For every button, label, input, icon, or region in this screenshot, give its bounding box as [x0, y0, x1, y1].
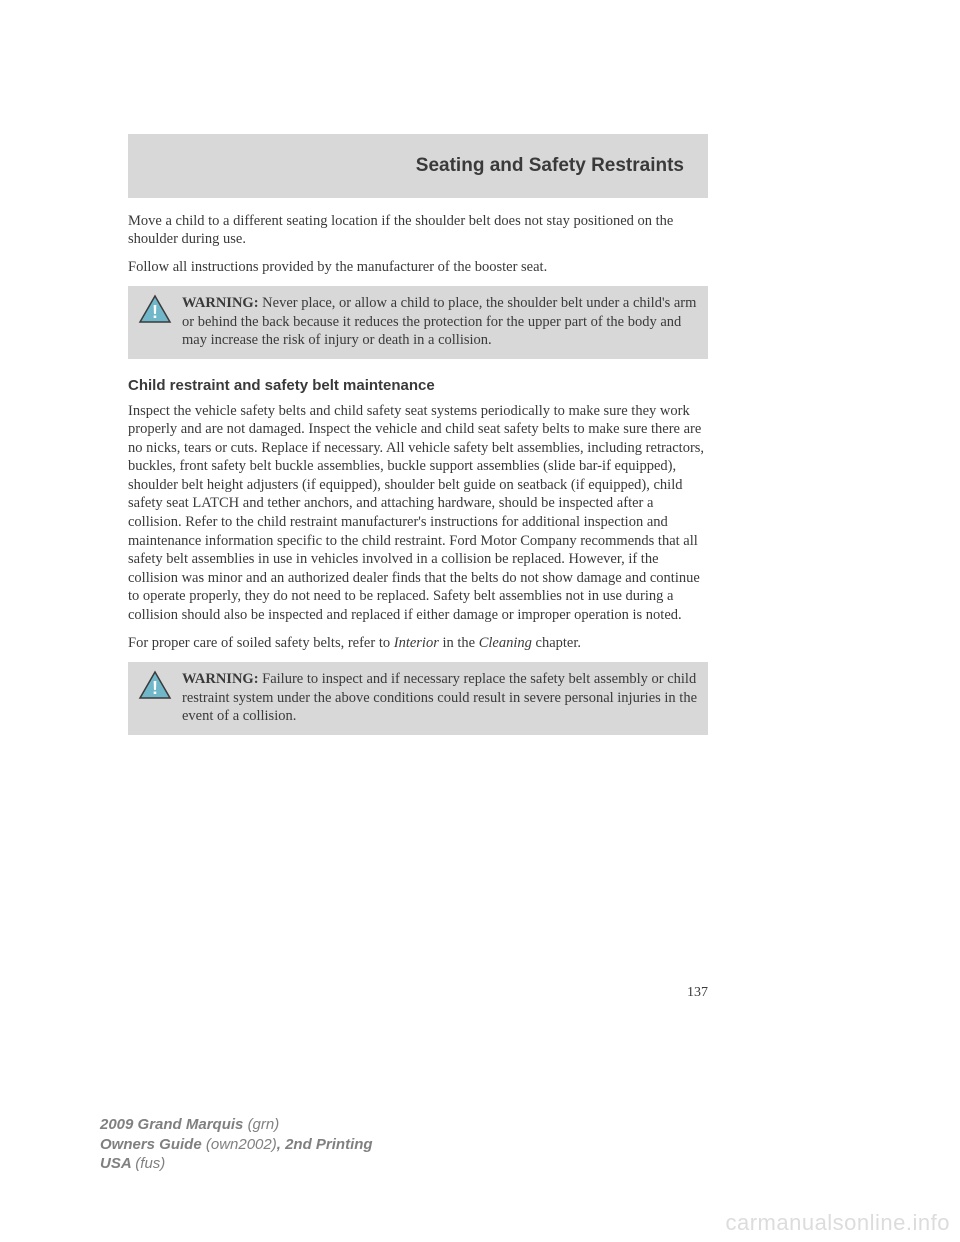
p2-interior: Interior	[394, 635, 439, 651]
footer-block: 2009 Grand Marquis (grn) Owners Guide (o…	[100, 1115, 373, 1174]
page: Seating and Safety Restraints Move a chi…	[0, 0, 960, 1242]
warning-1-text: WARNING: Never place, or allow a child t…	[182, 294, 698, 348]
intro-paragraph-1: Move a child to a different seating loca…	[128, 212, 708, 248]
warning-box-1: ! WARNING: Never place, or allow a child…	[128, 286, 708, 358]
footer-code-3: (fus)	[135, 1155, 165, 1172]
warning-box-2: ! WARNING: Failure to inspect and if nec…	[128, 662, 708, 734]
warning-label: WARNING:	[182, 295, 259, 311]
chapter-header-band: Seating and Safety Restraints	[128, 134, 708, 198]
section-paragraph-1: Inspect the vehicle safety belts and chi…	[128, 402, 708, 625]
p2-pre: For proper care of soiled safety belts, …	[128, 635, 394, 651]
section-heading: Child restraint and safety belt maintena…	[128, 377, 708, 394]
chapter-title: Seating and Safety Restraints	[416, 155, 684, 177]
page-number: 137	[128, 985, 708, 1001]
footer-code-1: (grn)	[248, 1116, 280, 1133]
watermark: carmanualsonline.info	[725, 1210, 950, 1236]
p2-post: chapter.	[532, 635, 581, 651]
footer-printing: , 2nd Printing	[277, 1136, 373, 1153]
section-paragraph-2: For proper care of soiled safety belts, …	[128, 634, 708, 652]
content-area: Move a child to a different seating loca…	[128, 212, 708, 751]
warning-row: ! WARNING: Never place, or allow a child…	[138, 294, 698, 348]
svg-text:!: !	[152, 302, 158, 322]
intro-paragraph-2: Follow all instructions provided by the …	[128, 258, 708, 276]
warning-triangle-icon: !	[138, 670, 172, 700]
warning-2-body: Failure to inspect and if necessary repl…	[182, 671, 697, 723]
warning-2-text: WARNING: Failure to inspect and if neces…	[182, 670, 698, 724]
warning-label: WARNING:	[182, 671, 259, 687]
footer-code-2: (own2002)	[206, 1136, 277, 1153]
footer-guide: Owners Guide	[100, 1136, 206, 1153]
footer-model: 2009 Grand Marquis	[100, 1116, 248, 1133]
p2-cleaning: Cleaning	[479, 635, 532, 651]
p2-mid: in the	[439, 635, 479, 651]
svg-text:!: !	[152, 678, 158, 698]
warning-1-body: Never place, or allow a child to place, …	[182, 295, 696, 347]
footer-line-2: Owners Guide (own2002), 2nd Printing	[100, 1135, 373, 1155]
warning-triangle-icon: !	[138, 294, 172, 324]
warning-row: ! WARNING: Failure to inspect and if nec…	[138, 670, 698, 724]
footer-line-3: USA (fus)	[100, 1154, 373, 1174]
footer-line-1: 2009 Grand Marquis (grn)	[100, 1115, 373, 1135]
footer-region: USA	[100, 1155, 135, 1172]
